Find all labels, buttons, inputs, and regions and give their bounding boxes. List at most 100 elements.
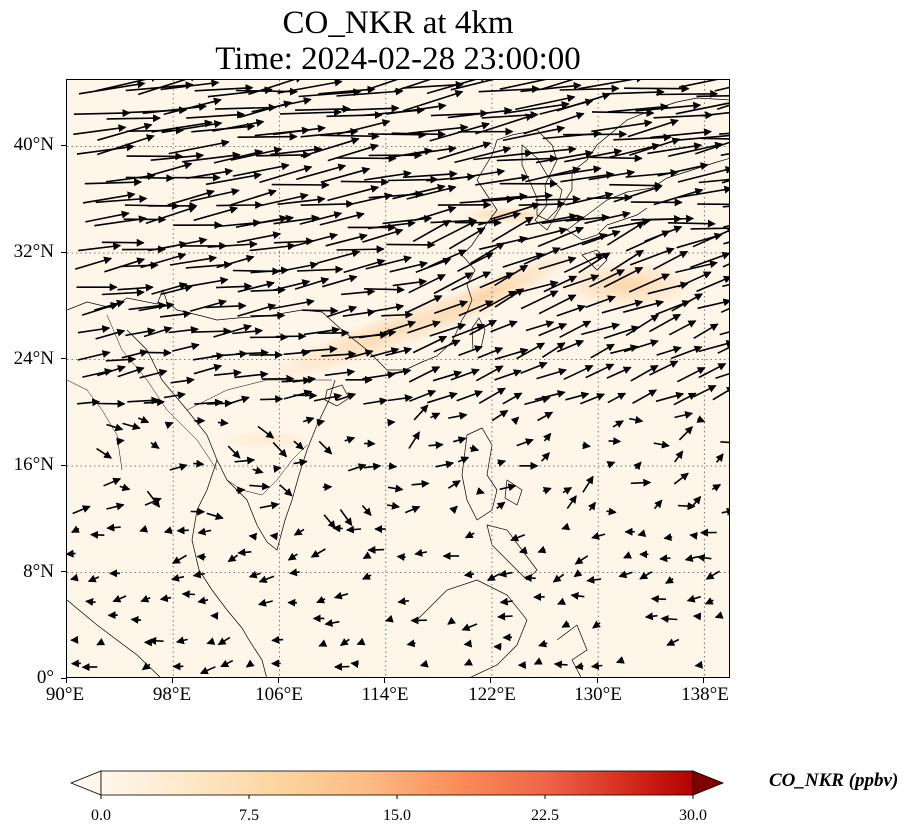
wind-vector-arrow: [590, 157, 642, 158]
wind-vector-arrow: [250, 573, 261, 577]
wind-vector-arrow: [697, 95, 731, 96]
wind-vector-arrow: [651, 132, 711, 138]
wind-vector-arrow: [698, 301, 730, 309]
axis-tick-mark: [61, 145, 66, 146]
wind-vector-arrow: [351, 663, 358, 664]
wind-vector-arrow: [186, 114, 244, 118]
wind-vector-arrow: [592, 112, 653, 113]
wind-vector-arrow: [448, 481, 460, 488]
axis-tick-mark: [172, 678, 173, 683]
wind-vector-arrow: [383, 218, 432, 223]
wind-vector-arrow: [74, 113, 130, 114]
wind-vector-arrow: [169, 142, 229, 154]
wind-vector-arrow: [172, 577, 184, 580]
wind-vector-arrow: [340, 510, 351, 526]
wind-vector-arrow: [345, 438, 355, 441]
wind-vector-arrow: [347, 529, 361, 530]
wind-vector-arrow: [140, 164, 191, 179]
wind-vector-arrow: [326, 235, 367, 246]
wind-vector-arrow: [517, 440, 533, 446]
wind-vector-arrow: [280, 485, 292, 496]
wind-vector-arrow: [645, 227, 682, 242]
wind-vector-arrow: [72, 529, 79, 533]
wind-vector-arrow: [295, 109, 350, 110]
wind-vector-arrow: [488, 574, 500, 581]
wind-vector-arrow: [669, 321, 695, 335]
wind-vector-arrow: [140, 529, 147, 531]
wind-vector-arrow: [675, 451, 683, 462]
wind-vector-arrow: [410, 391, 436, 401]
wind-vector-arrow: [567, 496, 576, 509]
wind-vector-arrow: [624, 555, 629, 557]
wind-vector-arrow: [525, 578, 536, 579]
wind-vector-arrow: [335, 594, 348, 598]
wind-vector-arrow: [216, 286, 251, 287]
wind-vector-arrow: [89, 577, 99, 582]
wind-vector-arrow: [691, 228, 730, 229]
wind-vector-arrow: [194, 208, 237, 220]
wind-vector-arrow: [518, 149, 576, 155]
wind-vector-arrow: [107, 425, 123, 430]
wind-vector-arrow: [477, 491, 484, 493]
wind-vector-arrow: [576, 556, 588, 564]
wind-vector-arrow: [511, 535, 525, 541]
wind-vector-arrow: [362, 506, 371, 516]
wind-vector-arrow: [409, 432, 419, 448]
wind-vector-arrow: [519, 204, 565, 205]
wind-vector-arrow: [341, 181, 388, 182]
wind-vector-arrow: [238, 552, 251, 553]
wind-vector-arrow: [607, 367, 631, 378]
wind-vector-arrow: [608, 462, 614, 464]
wind-vector-arrow: [206, 306, 246, 308]
wind-vector-arrow: [631, 482, 650, 483]
wind-vector-arrow: [555, 664, 568, 665]
wind-vector-arrow: [273, 128, 325, 135]
wind-vector-arrow: [290, 572, 300, 573]
colorbar-tick-30: 30.0: [663, 807, 723, 825]
wind-vector-arrow: [319, 644, 323, 646]
wind-vector-arrow: [721, 297, 730, 312]
wind-vector-arrow: [591, 344, 614, 357]
wind-vector-arrow: [557, 341, 583, 352]
wind-vector-arrow: [638, 533, 644, 535]
wind-vector-arrow: [97, 136, 154, 155]
wind-vector-arrow: [303, 418, 313, 421]
wind-vector-arrow: [674, 473, 688, 484]
wind-vector-arrow: [343, 312, 375, 317]
wind-vector-arrow: [434, 340, 460, 351]
wind-vector-arrow: [607, 511, 616, 512]
wind-vector-arrow: [236, 490, 244, 491]
wind-vector-arrow: [398, 556, 406, 557]
wind-vector-arrow: [701, 138, 730, 139]
chart-subtitle-time: Time: 2024-02-28 23:00:00: [66, 40, 730, 78]
lat-tick-32n: 32°N: [0, 242, 54, 262]
wind-vector-arrow: [521, 363, 547, 373]
wind-vector-arrow: [624, 341, 658, 352]
wind-vector-arrow: [624, 88, 689, 89]
chart-title: CO_NKR at 4km: [66, 4, 730, 42]
wind-vector-arrow: [143, 664, 150, 669]
wind-vector-arrow: [465, 663, 469, 665]
wind-vector-arrow: [188, 280, 227, 287]
wind-vector-arrow: [342, 108, 399, 110]
wind-vector-arrow: [337, 249, 384, 250]
wind-vector-arrow: [107, 527, 120, 528]
wind-vector-arrow: [427, 394, 457, 403]
wind-vector-arrow: [582, 445, 590, 446]
axis-tick-mark: [66, 678, 67, 683]
wind-vector-arrow: [593, 623, 600, 628]
wind-vector-arrow: [492, 411, 507, 421]
wind-vector-arrow: [458, 457, 468, 461]
wind-vector-arrow: [668, 223, 715, 224]
wind-vector-arrow: [690, 535, 697, 536]
wind-vector-arrow: [398, 601, 409, 602]
wind-vector-arrow: [387, 505, 399, 507]
wind-vector-arrow: [328, 187, 379, 200]
wind-vector-arrow: [127, 400, 158, 402]
wind-vector-arrow: [322, 277, 356, 287]
wind-vector-arrow: [591, 122, 651, 131]
wind-vector-arrow: [503, 393, 522, 404]
wind-vector-arrow: [558, 602, 562, 604]
wind-vector-arrow: [707, 571, 720, 579]
wind-vector-arrow: [518, 229, 567, 241]
